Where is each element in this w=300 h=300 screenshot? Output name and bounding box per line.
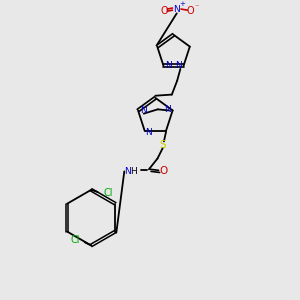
Text: N: N xyxy=(165,61,172,70)
Text: +: + xyxy=(179,1,185,7)
Text: O: O xyxy=(160,167,168,176)
Text: ⁻: ⁻ xyxy=(195,2,199,11)
Text: S: S xyxy=(160,140,166,150)
Text: O: O xyxy=(160,6,168,16)
Text: Cl: Cl xyxy=(70,235,80,245)
Text: N: N xyxy=(124,167,131,176)
Text: O: O xyxy=(187,6,194,16)
Text: N: N xyxy=(140,106,147,115)
Text: Cl: Cl xyxy=(103,188,113,198)
Text: N: N xyxy=(175,61,181,70)
Text: N: N xyxy=(173,4,180,14)
Text: N: N xyxy=(164,105,171,114)
Text: N: N xyxy=(146,128,152,137)
Text: H: H xyxy=(130,167,137,176)
